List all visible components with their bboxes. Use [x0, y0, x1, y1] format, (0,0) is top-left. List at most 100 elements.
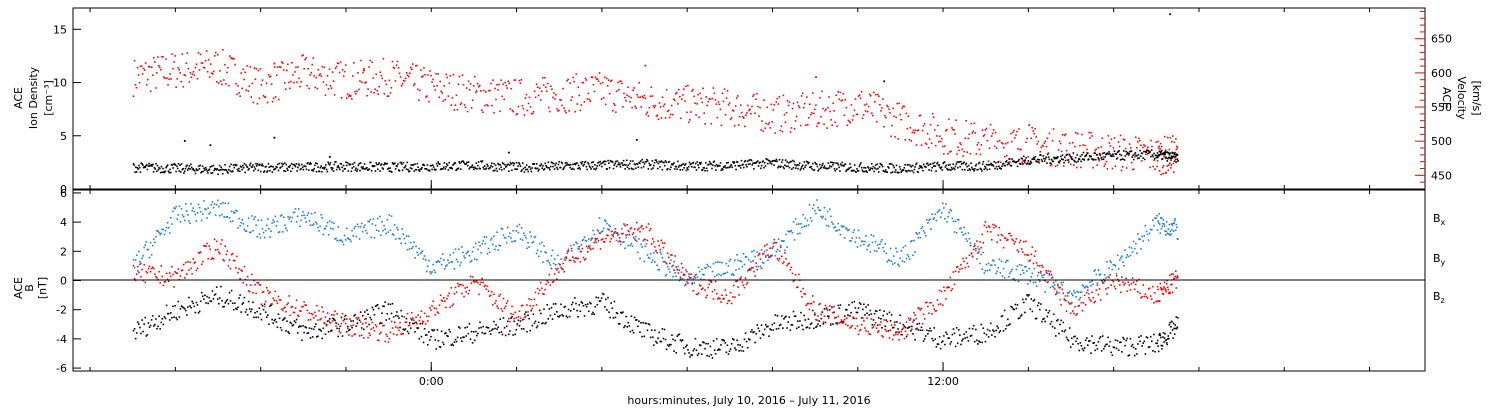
bx-point: [274, 318, 277, 321]
velocity-point: [1127, 154, 1130, 157]
bx-point: [1133, 354, 1136, 357]
velocity-point: [458, 75, 461, 78]
bz-point: [425, 315, 428, 318]
by-point: [810, 220, 813, 222]
by-point: [869, 251, 872, 253]
by-point: [812, 204, 815, 206]
bx-point: [293, 320, 296, 322]
ion-density-point: [1125, 150, 1127, 153]
bz-point: [312, 316, 315, 319]
ion-density-point: [953, 167, 955, 169]
bx-point: [1176, 326, 1179, 329]
bx-point: [466, 326, 469, 328]
by-point: [979, 262, 981, 265]
by-point: [551, 249, 554, 252]
ion-density-point: [413, 170, 416, 172]
bx-point: [171, 316, 173, 319]
by-point: [1067, 292, 1070, 294]
velocity-point: [176, 78, 178, 80]
velocity-point: [340, 97, 343, 99]
velocity-point: [838, 98, 841, 100]
bz-point: [597, 240, 600, 242]
ion-density-point: [1147, 152, 1149, 155]
by-point: [948, 211, 950, 214]
by-point: [828, 208, 831, 211]
by-point: [768, 255, 770, 258]
velocity-point: [900, 118, 903, 121]
by-point: [146, 248, 149, 251]
by-point: [662, 261, 665, 263]
bz-point: [147, 267, 150, 270]
by-point: [657, 269, 659, 271]
ion-density-point: [178, 170, 181, 172]
by-point: [692, 278, 695, 280]
bx-point: [205, 302, 207, 304]
bx-point: [1118, 341, 1121, 344]
velocity-point: [337, 62, 340, 65]
by-point: [1075, 296, 1077, 298]
ion-density-point: [192, 168, 195, 170]
velocity-point: [855, 113, 858, 116]
bz-point: [501, 310, 504, 312]
ion-density-point: [692, 161, 695, 164]
ion-density-point: [307, 169, 310, 171]
bz-point: [552, 280, 555, 283]
by-point: [1116, 254, 1119, 257]
by-point: [590, 239, 592, 241]
velocity-point: [566, 79, 568, 82]
velocity-point: [1033, 132, 1036, 135]
ion-density-point: [482, 166, 485, 169]
velocity-point: [459, 103, 462, 106]
velocity-point: [971, 132, 974, 134]
by-point: [400, 242, 402, 245]
by-point: [222, 202, 224, 204]
bx-point: [142, 330, 144, 333]
bx-point: [880, 318, 882, 320]
bz-point: [340, 322, 343, 325]
bx-point: [1131, 343, 1134, 346]
bz-point: [477, 281, 479, 284]
by-point: [160, 232, 163, 235]
ion-density-point: [681, 168, 684, 171]
bz-point: [375, 325, 378, 328]
bx-point: [742, 350, 745, 352]
velocity-point: [829, 110, 831, 113]
bx-point: [629, 330, 632, 333]
velocity-point: [990, 135, 993, 137]
by-point: [962, 234, 964, 236]
velocity-point: [879, 103, 881, 106]
ion-density-point: [1038, 159, 1041, 161]
ion-density-point: [906, 164, 909, 166]
by-point: [204, 208, 206, 210]
velocity-point: [819, 96, 821, 99]
velocity-point: [521, 104, 524, 107]
bz-point: [503, 307, 506, 310]
ion-density-point: [494, 169, 496, 172]
by-point: [391, 233, 394, 235]
bx-point: [702, 341, 704, 343]
by-point: [162, 228, 165, 231]
by-point: [681, 277, 684, 280]
velocity-point: [379, 71, 382, 74]
by-point: [975, 249, 977, 252]
velocity-point: [361, 81, 363, 84]
bx-point: [165, 304, 168, 307]
bz-point: [214, 249, 217, 251]
bz-point: [570, 247, 573, 250]
bx-point: [730, 343, 733, 345]
ion-density-point: [344, 167, 347, 170]
velocity-point: [485, 91, 487, 93]
bx-point: [759, 337, 762, 339]
bx-point: [551, 318, 554, 320]
bx-point: [168, 319, 171, 321]
by-point: [1134, 242, 1137, 245]
by-point: [560, 258, 562, 260]
velocity-point: [752, 95, 754, 97]
bz-point: [525, 315, 527, 318]
by-point: [240, 221, 243, 224]
velocity-point: [746, 112, 748, 114]
by-point: [210, 204, 213, 206]
bx-point: [1059, 323, 1061, 326]
ion-density-point: [338, 168, 341, 171]
by-point: [514, 240, 517, 242]
